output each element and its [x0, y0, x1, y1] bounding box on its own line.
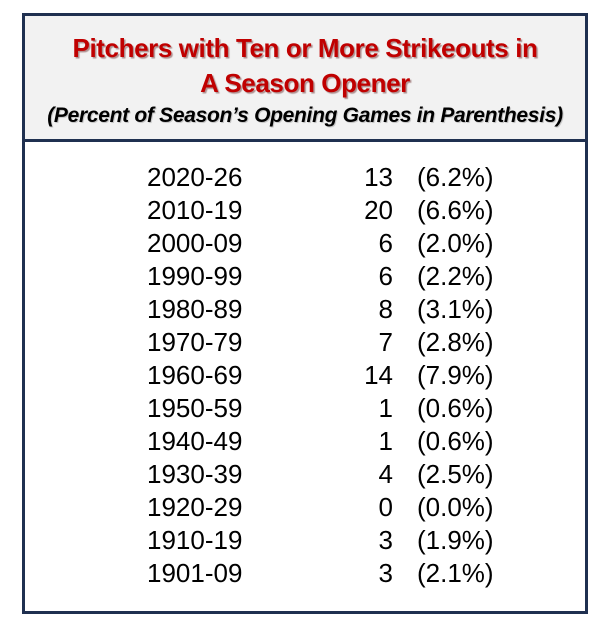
- decade-label: 2000-09: [147, 228, 243, 258]
- strikeout-count: 6: [378, 261, 393, 291]
- percent-value: (3.1%): [417, 294, 494, 324]
- strikeout-count: 0: [378, 492, 393, 522]
- table-row: 1940-49 1 (0.6%): [25, 425, 585, 458]
- percent-value: (7.9%): [417, 360, 494, 390]
- decade-label: 1930-39: [147, 459, 243, 489]
- percent-value: (1.9%): [417, 525, 494, 555]
- table-row: 1960-69 14 (7.9%): [25, 359, 585, 392]
- table-row: 1950-59 1 (0.6%): [25, 392, 585, 425]
- decade-label: 2010-19: [147, 195, 243, 225]
- table-row: 1901-09 3 (2.1%): [25, 557, 585, 590]
- table-row: 2000-09 6 (2.0%): [25, 227, 585, 260]
- strikeout-count: 13: [364, 162, 393, 192]
- percent-value: (2.8%): [417, 327, 494, 357]
- decade-label: 1980-89: [147, 294, 243, 324]
- percent-value: (6.2%): [417, 162, 494, 192]
- card-subtitle: (Percent of Season’s Opening Games in Pa…: [47, 104, 563, 127]
- strikeout-count: 6: [378, 228, 393, 258]
- decade-label: 1920-29: [147, 492, 243, 522]
- strikeout-count: 4: [378, 459, 393, 489]
- strikeout-count: 7: [378, 327, 393, 357]
- card-title-line1: Pitchers with Ten or More Strikeouts in: [72, 33, 538, 63]
- decade-label: 1990-99: [147, 261, 243, 291]
- stats-table: 2020-26 13 (6.2%) 2010-19 20 (6.6%) 2000…: [25, 142, 585, 590]
- percent-value: (2.0%): [417, 228, 494, 258]
- strikeout-count: 1: [378, 393, 393, 423]
- strikeout-count: 1: [378, 426, 393, 456]
- decade-label: 1970-79: [147, 327, 243, 357]
- decade-label: 1901-09: [147, 558, 243, 588]
- strikeout-count: 14: [364, 360, 393, 390]
- decade-label: 1910-19: [147, 525, 243, 555]
- decade-label: 1940-49: [147, 426, 243, 456]
- strikeout-count: 3: [378, 525, 393, 555]
- strikeout-count: 20: [364, 195, 393, 225]
- percent-value: (0.0%): [417, 492, 494, 522]
- decade-label: 2020-26: [147, 162, 243, 192]
- table-row: 1990-99 6 (2.2%): [25, 260, 585, 293]
- percent-value: (2.2%): [417, 261, 494, 291]
- decade-label: 1960-69: [147, 360, 243, 390]
- strikeout-count: 3: [378, 558, 393, 588]
- decade-label: 1950-59: [147, 393, 243, 423]
- percent-value: (2.5%): [417, 459, 494, 489]
- percent-value: (0.6%): [417, 393, 494, 423]
- table-row: 1910-19 3 (1.9%): [25, 524, 585, 557]
- percent-value: (2.1%): [417, 558, 494, 588]
- percent-value: (0.6%): [417, 426, 494, 456]
- stat-card: Pitchers with Ten or More Strikeouts in …: [22, 13, 588, 614]
- table-row: 2010-19 20 (6.6%): [25, 194, 585, 227]
- strikeout-count: 8: [378, 294, 393, 324]
- table-row: 1970-79 7 (2.8%): [25, 326, 585, 359]
- table-row: 1930-39 4 (2.5%): [25, 458, 585, 491]
- table-row: 2020-26 13 (6.2%): [25, 161, 585, 194]
- table-row: 1980-89 8 (3.1%): [25, 293, 585, 326]
- card-title-line2: A Season Opener: [200, 68, 410, 98]
- card-header: Pitchers with Ten or More Strikeouts in …: [25, 16, 585, 142]
- percent-value: (6.6%): [417, 195, 494, 225]
- table-row: 1920-29 0 (0.0%): [25, 491, 585, 524]
